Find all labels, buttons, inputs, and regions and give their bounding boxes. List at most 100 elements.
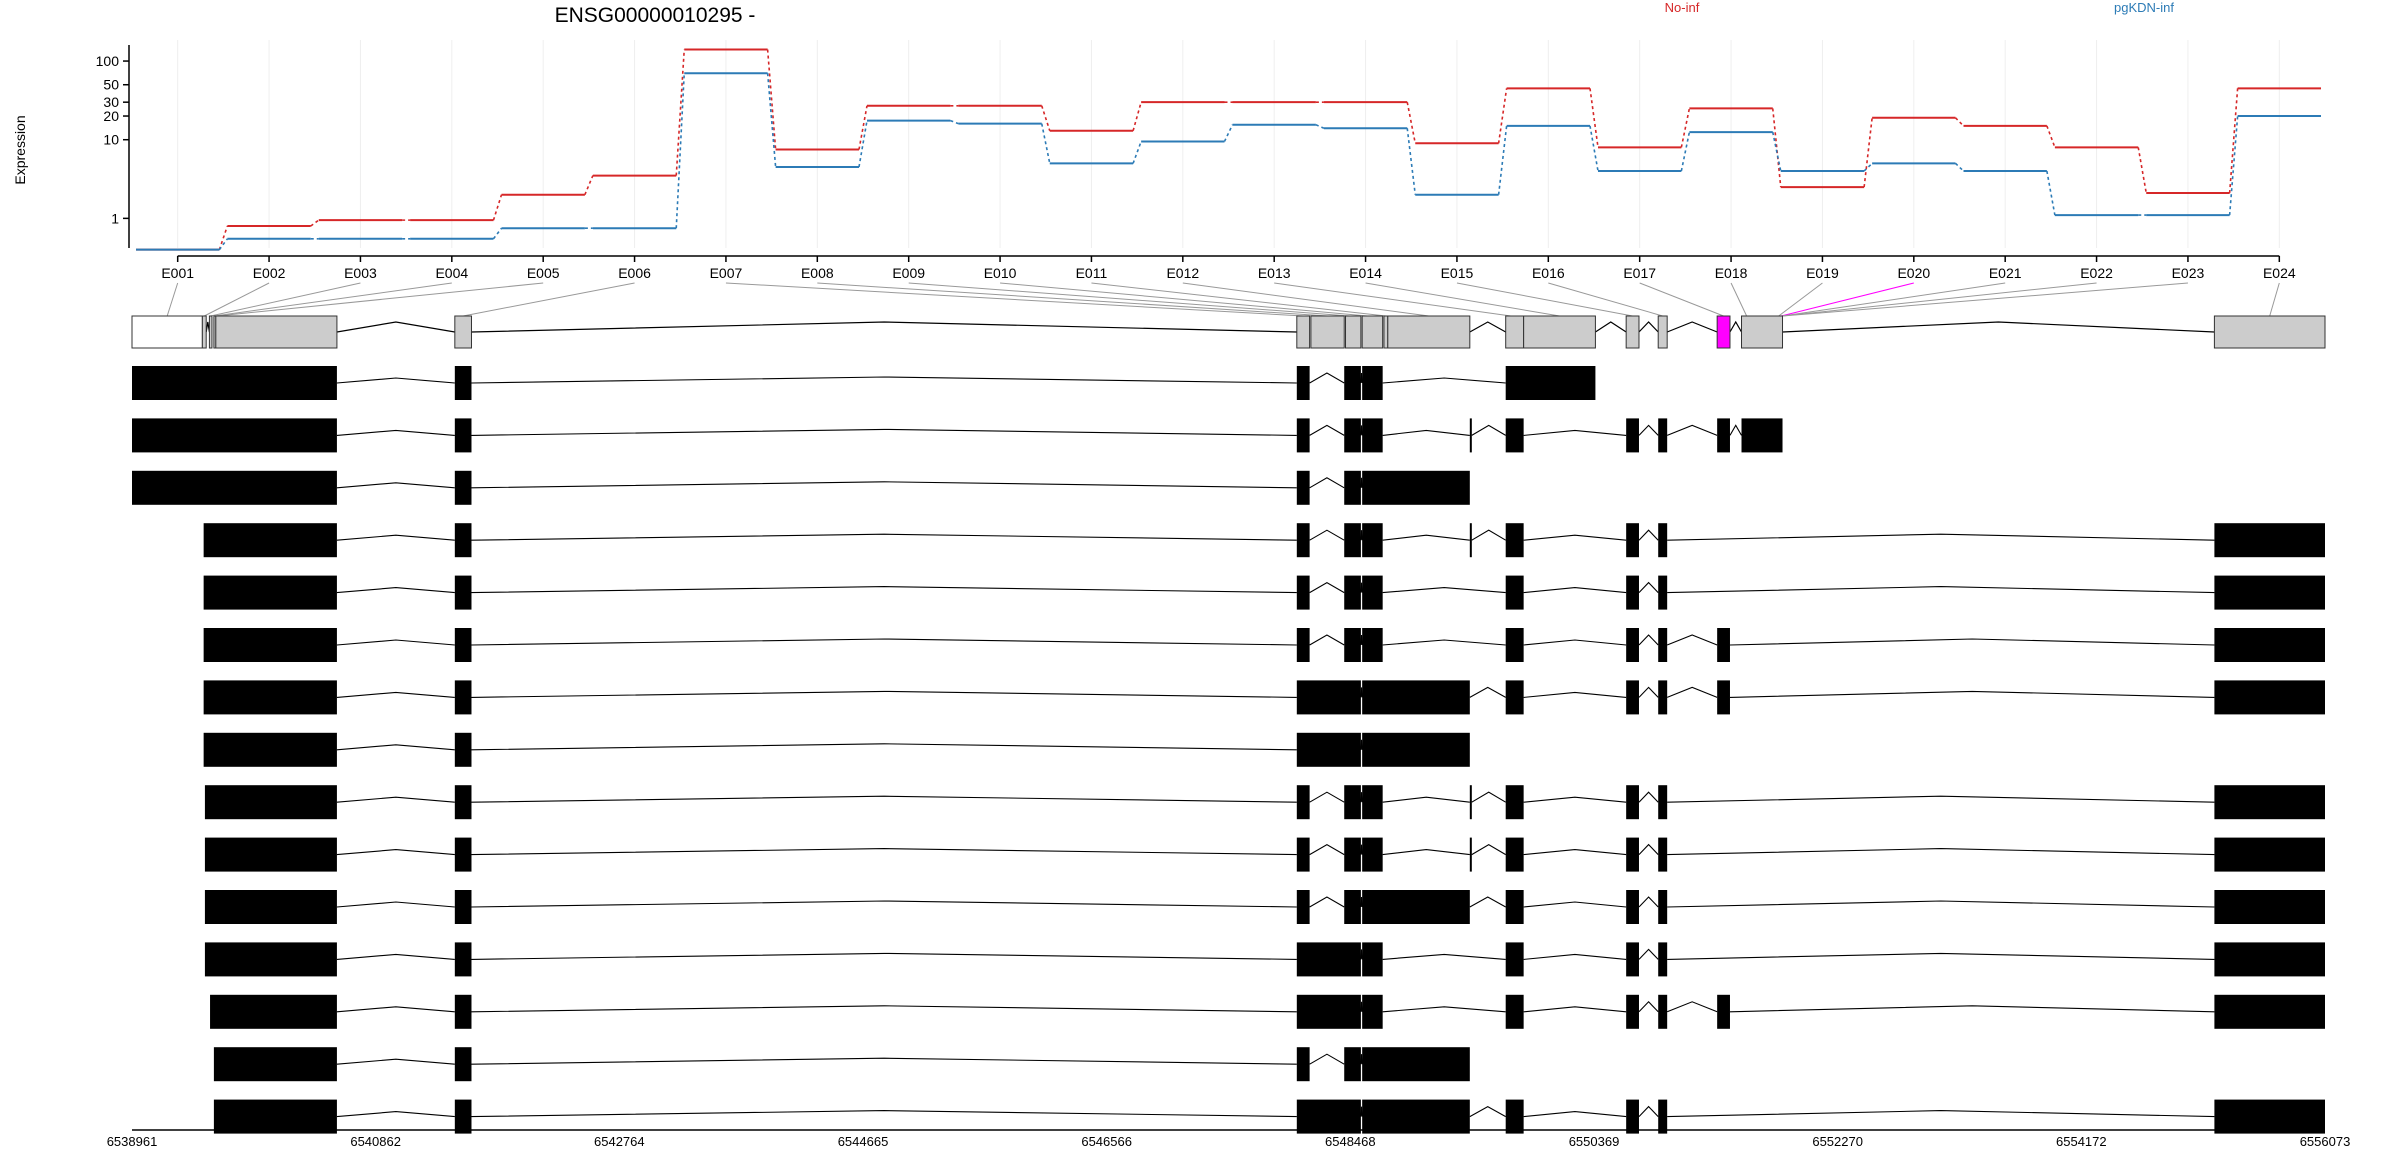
transcript-intron [336, 901, 455, 908]
series-connector [1680, 131, 1691, 172]
transcript-exon [1296, 890, 1310, 924]
series-connector [1680, 108, 1691, 148]
transcript-intron [1523, 1006, 1627, 1013]
transcript-intron [1382, 796, 1470, 803]
transcript-exon [1296, 1099, 1361, 1134]
genomic-tick-label: 6540862 [350, 1134, 401, 1149]
exon-tick-label: E008 [801, 265, 834, 281]
transcript-exon [1658, 837, 1668, 872]
transcript-exon [1362, 628, 1383, 662]
exon-connector [217, 282, 544, 317]
transcript-intron [1309, 791, 1345, 803]
transcript-intron [1729, 1005, 2215, 1013]
transcript-exon [1344, 785, 1361, 820]
series-connector [1954, 117, 1965, 127]
transcript-exon [1362, 523, 1383, 558]
exon-connector [214, 282, 452, 317]
transcript-intron [1523, 534, 1627, 541]
transcript-intron [1667, 900, 2215, 908]
series-connector [1406, 128, 1417, 195]
series-connector [950, 119, 959, 125]
transcript-intron [471, 638, 1297, 646]
model-exon [1387, 315, 1471, 349]
transcript-intron [1382, 429, 1470, 436]
genomic-tick-label: 6550369 [1569, 1134, 1620, 1149]
transcript-intron [1382, 587, 1506, 594]
transcript-exon [454, 680, 472, 715]
transcript-exon [1296, 732, 1361, 767]
transcript-intron [1638, 424, 1659, 436]
transcript-row [203, 680, 2325, 715]
model-exon [1741, 315, 1784, 349]
transcript-exon [1626, 680, 1639, 715]
transcript-intron [1309, 896, 1345, 908]
transcript-exon [1658, 1099, 1668, 1134]
model-intron [205, 321, 210, 333]
transcript-row [204, 890, 2325, 924]
transcript-exon [1296, 942, 1361, 977]
transcript-exon [1717, 994, 1730, 1029]
transcript-exon [2214, 523, 2325, 558]
exon-connector [204, 282, 270, 317]
exon-tick-label: E012 [1166, 265, 1199, 281]
y-axis-label: Expression [12, 115, 28, 184]
series-connector [1040, 105, 1051, 131]
y-tick-label: 50 [103, 77, 119, 93]
transcript-intron [1523, 587, 1627, 594]
transcript-intron [1638, 843, 1659, 855]
transcript-intron [1729, 424, 1742, 436]
transcript-intron [336, 377, 455, 384]
series-connector [675, 73, 686, 229]
transcript-intron [471, 586, 1297, 594]
model-exon [1361, 315, 1384, 349]
transcript-exon [454, 418, 472, 453]
exon-tick-label: E013 [1258, 265, 1291, 281]
transcript-exon [1505, 523, 1524, 558]
exon-tick-label: E010 [984, 265, 1017, 281]
series-connector [1589, 125, 1599, 172]
exon-connector [908, 282, 1350, 317]
transcript-exon [1296, 1047, 1310, 1082]
model-exon [208, 315, 213, 349]
transcript-intron [1309, 529, 1345, 541]
exon-connector [817, 282, 1328, 317]
transcript-exon [203, 523, 337, 558]
transcript-exon [1505, 575, 1524, 610]
exon-tick-label: E002 [253, 265, 286, 281]
transcript-intron [1360, 530, 1363, 541]
transcript-intron [471, 795, 1297, 803]
exon-connector [1782, 282, 2006, 317]
transcript-intron [1638, 948, 1659, 960]
transcript-intron [1667, 848, 2215, 856]
transcript-exon [1505, 785, 1524, 820]
transcript-row [132, 366, 1596, 400]
transcript-exon [2214, 942, 2325, 977]
transcript-intron [1638, 686, 1659, 698]
transcript-exon [2214, 890, 2325, 924]
model-exon [1716, 315, 1731, 349]
transcript-exon [1658, 680, 1668, 715]
model-exon [215, 315, 338, 349]
transcript-intron [471, 1005, 1297, 1013]
genomic-tick-label: 6548468 [1325, 1134, 1376, 1149]
exon-tick-label: E019 [1806, 265, 1839, 281]
genomic-tick-label: 6554172 [2056, 1134, 2107, 1149]
transcript-exon [1362, 575, 1383, 610]
series-connector [1863, 117, 1873, 188]
transcript-intron [471, 533, 1297, 541]
transcript-exon [1344, 837, 1361, 872]
transcript-intron [1309, 477, 1345, 489]
exon-tick-label: E016 [1532, 265, 1565, 281]
transcript-intron [1666, 1001, 1718, 1013]
transcript-exon [203, 680, 337, 715]
legend-pgkdn-inf: pgKDN-inf [2114, 0, 2174, 15]
model-exon [1310, 315, 1345, 349]
model-intron [1638, 321, 1659, 333]
transcript-exon [1344, 1047, 1361, 1082]
transcript-exon [1626, 1099, 1639, 1134]
transcript-intron [1471, 843, 1506, 856]
transcript-intron [336, 1058, 455, 1065]
exon-connector [1639, 282, 1724, 317]
model-intron [1469, 321, 1506, 333]
